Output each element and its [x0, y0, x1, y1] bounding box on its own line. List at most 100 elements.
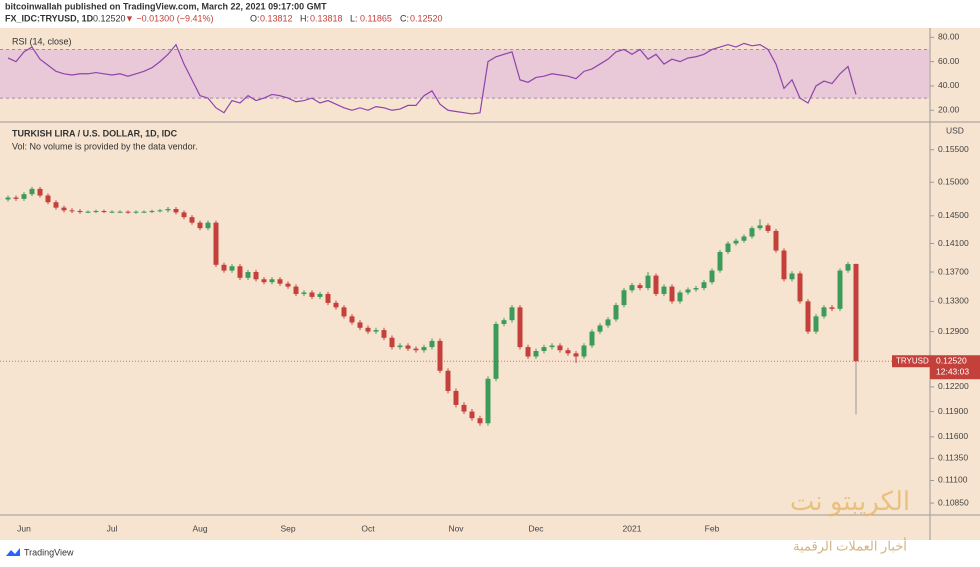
brand-logo — [6, 548, 20, 556]
x-tick-label: Dec — [528, 523, 544, 533]
candle-body — [789, 273, 795, 280]
y-tick-label: 0.15000 — [938, 176, 969, 186]
y-tick-label: 0.12900 — [938, 326, 969, 336]
candle-body — [757, 225, 763, 229]
candle-body — [485, 378, 491, 424]
candle-body — [405, 345, 411, 349]
y-tick-label: 0.11350 — [938, 453, 968, 463]
candle-body — [429, 340, 435, 348]
symbol: FX_IDC:TRYUSD, 1D — [5, 13, 94, 23]
candle-body — [269, 279, 275, 283]
candle-body — [581, 345, 587, 357]
candle-body — [221, 264, 227, 271]
chart-subtitle: Vol: No volume is provided by the data v… — [12, 141, 198, 151]
candle-body — [397, 345, 403, 348]
candle-body — [197, 222, 203, 229]
candle-body — [765, 225, 771, 231]
candle-body — [597, 325, 603, 332]
candle-body — [173, 208, 179, 213]
y-tick-label: 0.10850 — [938, 497, 969, 507]
candle-body — [21, 194, 27, 199]
candle-body — [701, 282, 707, 289]
candle-body — [13, 197, 19, 199]
y-tick-label: 0.14500 — [938, 210, 969, 220]
candle-body — [357, 322, 363, 328]
y-tick-label: 80.00 — [938, 32, 960, 42]
candle-body — [245, 272, 251, 278]
y-tick-label: 20.00 — [938, 105, 960, 115]
candle-body — [101, 211, 107, 213]
y-tick-label: 40.00 — [938, 80, 960, 90]
candle-body — [341, 307, 347, 317]
candle-body — [437, 340, 443, 371]
y-tick-label: 0.15500 — [938, 144, 969, 154]
candle-body — [477, 418, 483, 424]
x-tick-label: Jul — [107, 523, 118, 533]
candle-body — [389, 337, 395, 348]
candle-body — [349, 316, 355, 323]
candle-body — [621, 290, 627, 306]
candle-body — [837, 270, 843, 309]
publisher: bitcoinwallah published on TradingView.c… — [5, 1, 327, 11]
rsi-title: RSI (14, close) — [12, 36, 72, 46]
candle-body — [109, 211, 115, 213]
candle-body — [133, 211, 139, 213]
candle-body — [205, 222, 211, 229]
brand: TradingView — [24, 547, 74, 557]
candle-body — [517, 307, 523, 348]
candle-body — [37, 188, 43, 196]
candle-body — [733, 240, 739, 244]
ohlc-label: C: — [400, 13, 409, 23]
candle-body — [605, 319, 611, 326]
countdown: 12:43:03 — [936, 366, 969, 376]
candle-body — [165, 208, 171, 211]
y-tick-label: 0.11600 — [938, 431, 968, 441]
candle-body — [373, 330, 379, 332]
y-tick-label: 0.12200 — [938, 381, 969, 391]
candle-body — [469, 411, 475, 419]
candle-body — [565, 350, 571, 354]
candle-body — [829, 307, 835, 309]
candle-body — [365, 327, 371, 332]
candle-body — [45, 195, 51, 203]
candle-body — [69, 210, 75, 212]
candle-body — [573, 353, 579, 357]
candle-body — [677, 292, 683, 302]
x-tick-label: Sep — [280, 523, 295, 533]
ohlc-value: 0.13818 — [310, 13, 343, 23]
candle-body — [749, 228, 755, 237]
candle-body — [61, 207, 67, 211]
candle-body — [333, 302, 339, 308]
candle-body — [317, 293, 323, 297]
ohlc-value: 0.13812 — [260, 13, 293, 23]
last-price-label: 0.12520 — [936, 355, 967, 365]
x-tick-label: Oct — [361, 523, 375, 533]
candle-body — [637, 285, 643, 289]
candle-body — [445, 370, 451, 391]
candle-body — [509, 307, 515, 321]
change: ▼ −0.01300 (−9.41%) — [125, 13, 213, 23]
watermark-tagline: أخبار العملات الرقمية — [793, 537, 907, 554]
candle-body — [181, 212, 187, 218]
chart-title: TURKISH LIRA / U.S. DOLLAR, 1D, IDC — [12, 128, 178, 138]
x-tick-label: Aug — [192, 523, 207, 533]
candle-body — [85, 211, 91, 213]
candle-body — [213, 222, 219, 265]
candle-body — [669, 286, 675, 302]
candle-body — [549, 345, 555, 348]
candle-body — [189, 217, 195, 223]
candle-body — [117, 211, 123, 213]
candle-body — [845, 264, 851, 271]
candle-body — [77, 211, 83, 213]
candle-body — [541, 347, 547, 352]
candle-body — [421, 347, 427, 351]
watermark-name: الكريبتو نت — [790, 486, 910, 517]
candle-body — [557, 345, 563, 351]
x-tick-label: Nov — [448, 523, 464, 533]
rsi-band — [0, 49, 930, 99]
last-price-box — [930, 355, 980, 380]
candle-body — [725, 243, 731, 252]
ohlc-label: O: — [250, 13, 260, 23]
